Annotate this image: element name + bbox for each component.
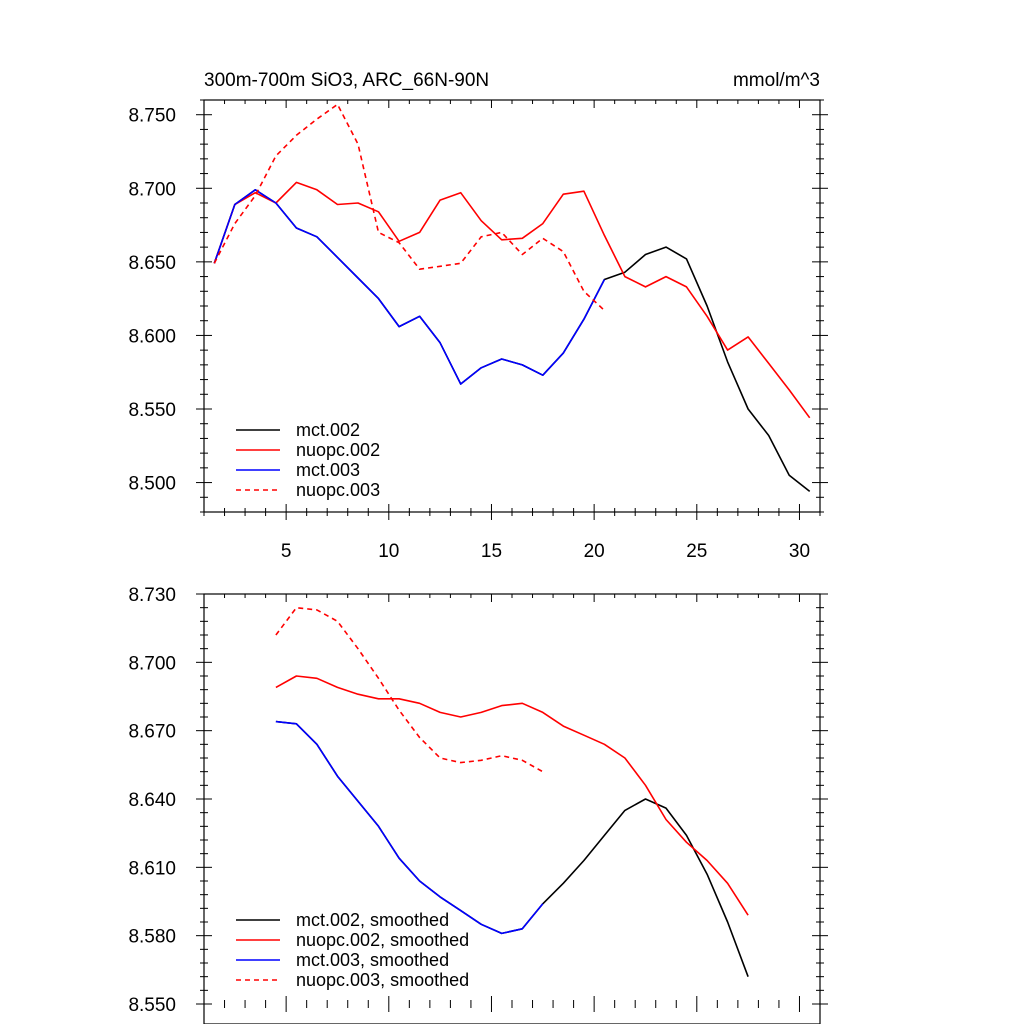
bottom-series-line-3 [275, 606, 544, 773]
top-legend-label: mct.002 [296, 420, 360, 440]
top-chart-title: 300m-700m SiO3, ARC_66N-90N [204, 70, 489, 91]
bottom-legend-label: mct.003, smoothed [296, 950, 449, 970]
top-x-tick-label: 15 [481, 541, 502, 562]
bottom-y-tick-label: 8.700 [128, 653, 176, 674]
top-series-line-2 [213, 189, 606, 385]
bottom-panel: 8.730 8.700 8.670 8.640 8.610 8.580 8.550 mct.0… [128, 585, 828, 1024]
top-x-tick-label: 10 [378, 541, 399, 562]
top-panel: 300m-700m SiO3, ARC_66N-90N mmol/m^3 5 10… [128, 70, 828, 562]
top-y-tick-label: 8.700 [128, 179, 176, 200]
bottom-series-line-2 [275, 720, 544, 935]
top-legend-label: mct.003 [296, 460, 360, 480]
bottom-legend-label: mct.002, smoothed [296, 910, 449, 930]
bottom-legend-label: nuopc.002, smoothed [296, 930, 469, 950]
top-chart-units: mmol/m^3 [733, 70, 820, 91]
bottom-y-tick-label: 8.640 [128, 790, 176, 811]
top-y-tick-label: 8.750 [128, 106, 176, 127]
top-x-tick-label: 25 [686, 541, 707, 562]
bottom-y-tick-label: 8.550 [128, 995, 176, 1016]
bottom-y-tick-label: 8.580 [128, 927, 176, 948]
top-series-line-3 [213, 103, 605, 311]
top-series-line-1 [213, 181, 811, 419]
bottom-y-tick-label: 8.730 [128, 585, 176, 606]
top-x-tick-label: 5 [281, 541, 292, 562]
top-y-tick-label: 8.550 [128, 400, 176, 421]
top-y-tick-label: 8.500 [128, 474, 176, 495]
top-y-tick-label: 8.600 [128, 326, 176, 347]
top-y-tick-label: 8.650 [128, 253, 176, 274]
bottom-legend-label: nuopc.003, smoothed [296, 970, 469, 990]
top-x-tick-label: 30 [789, 541, 810, 562]
bottom-series-line-1 [275, 675, 749, 916]
bottom-y-tick-label: 8.670 [128, 722, 176, 743]
top-legend-label: nuopc.002 [296, 440, 380, 460]
top-legend-label: nuopc.003 [296, 480, 380, 500]
bottom-y-tick-label: 8.610 [128, 858, 176, 879]
top-x-tick-label: 20 [584, 541, 605, 562]
